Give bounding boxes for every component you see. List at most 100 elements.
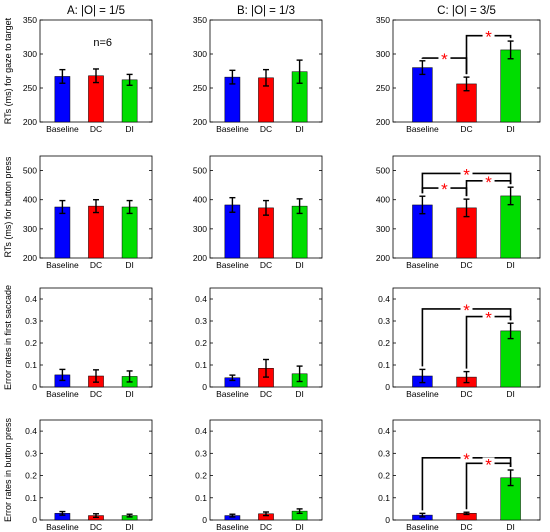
panel: 0 0.1 0.2 0.3 0.4 Baseline DC DI [25, 287, 153, 399]
x-tick-label: DI [506, 389, 515, 399]
x-tick-label: DI [295, 260, 304, 270]
x-tick-label: Baseline [406, 522, 439, 532]
x-tick-label: DI [506, 260, 515, 270]
x-tick-label: DI [125, 124, 134, 134]
y-tick-label: 0.2 [378, 338, 390, 348]
y-tick-label: 0 [32, 515, 37, 525]
x-tick-label: DI [125, 260, 134, 270]
panel: 200 300 400 500 Baseline DC DI * * * [376, 155, 541, 270]
y-tick-label: 0.2 [378, 471, 390, 481]
y-tick-label: 0.1 [195, 360, 207, 370]
y-tick-label: 200 [376, 253, 390, 263]
star-background [438, 182, 451, 195]
x-tick-label: DC [460, 260, 472, 270]
x-tick-label: Baseline [216, 522, 249, 532]
y-tick-label: 400 [193, 195, 207, 205]
bar [121, 79, 138, 123]
y-tick-label: 300 [193, 49, 207, 59]
significance-star: * [485, 28, 492, 47]
y-tick-label: 0.2 [195, 338, 207, 348]
panel: 0 0.1 0.2 0.3 0.4 Baseline DC DI * * [378, 287, 541, 399]
significance-star: * [485, 173, 492, 192]
x-tick-label: Baseline [216, 260, 249, 270]
y-tick-label: 400 [376, 195, 390, 205]
y-tick-label: 0.1 [25, 360, 37, 370]
n-label: n=6 [93, 37, 112, 49]
y-tick-label: 500 [376, 166, 390, 176]
x-tick-label: DC [90, 389, 102, 399]
star-background [482, 457, 495, 470]
y-tick-label: 250 [193, 83, 207, 93]
panel: 0 0.1 0.2 0.3 0.4 Baseline DC DI [25, 419, 153, 532]
x-tick-label: DC [460, 522, 472, 532]
y-tick-label: 350 [23, 15, 37, 25]
x-tick-label: Baseline [46, 522, 79, 532]
y-tick-label: 250 [376, 83, 390, 93]
y-tick-label: 200 [193, 117, 207, 127]
y-tick-label: 500 [23, 166, 37, 176]
x-tick-label: DI [295, 389, 304, 399]
x-tick-label: DC [260, 389, 272, 399]
x-tick-label: DI [125, 522, 134, 532]
panel: 200 250 300 350 Baseline DC DI [193, 15, 323, 134]
panel: 200 300 400 500 Baseline DC DI [193, 155, 323, 270]
x-tick-label: DC [90, 124, 102, 134]
star-background [438, 52, 451, 65]
x-tick-label: Baseline [216, 124, 249, 134]
x-tick-label: DI [295, 124, 304, 134]
x-tick-label: Baseline [406, 260, 439, 270]
bar [54, 206, 71, 259]
x-tick-label: DC [90, 522, 102, 532]
y-tick-label: 350 [376, 15, 390, 25]
y-axis-label: Error rates in first saccade [3, 285, 13, 390]
y-tick-label: 300 [193, 224, 207, 234]
column-title: C: |O| = 3/5 [437, 5, 496, 17]
x-tick-label: Baseline [46, 260, 79, 270]
y-tick-label: 300 [23, 224, 37, 234]
x-tick-label: DI [295, 522, 304, 532]
x-tick-label: DC [90, 260, 102, 270]
significance-star: * [463, 301, 470, 320]
y-tick-label: 0.2 [25, 471, 37, 481]
y-tick-label: 400 [23, 195, 37, 205]
x-tick-label: DC [260, 260, 272, 270]
x-tick-label: DC [460, 389, 472, 399]
column-title: A: |O| = 1/5 [67, 5, 125, 17]
y-tick-label: 0.2 [195, 471, 207, 481]
star-background [482, 29, 495, 42]
y-axis-label: RTs (ms) for gaze to target [3, 17, 13, 124]
x-tick-label: Baseline [216, 389, 249, 399]
y-tick-label: 0 [385, 382, 390, 392]
x-tick-label: DI [125, 389, 134, 399]
y-tick-label: 0.3 [25, 316, 37, 326]
y-tick-label: 0.3 [195, 448, 207, 458]
y-tick-label: 0 [32, 382, 37, 392]
y-tick-label: 500 [193, 166, 207, 176]
panel: 200 250 300 350 Baseline DC DI n=6 [23, 15, 153, 134]
y-tick-label: 300 [23, 49, 37, 59]
bar [500, 49, 521, 123]
axes-box [209, 419, 323, 521]
y-tick-label: 0.1 [195, 493, 207, 503]
y-tick-label: 0.3 [25, 448, 37, 458]
y-tick-label: 200 [23, 117, 37, 127]
x-tick-label: DI [506, 124, 515, 134]
y-tick-label: 0 [202, 382, 207, 392]
star-background [482, 310, 495, 323]
y-tick-label: 300 [376, 49, 390, 59]
axes-box [39, 419, 153, 521]
y-tick-label: 250 [23, 83, 37, 93]
y-tick-label: 0.2 [25, 338, 37, 348]
bar [88, 205, 104, 259]
y-tick-label: 300 [376, 224, 390, 234]
significance-star: * [463, 165, 470, 184]
y-tick-label: 0 [385, 515, 390, 525]
significance-star: * [463, 450, 470, 469]
significance-star: * [441, 50, 448, 69]
y-tick-label: 0.4 [378, 294, 390, 304]
y-tick-label: 0.4 [378, 426, 390, 436]
y-tick-label: 0.3 [378, 316, 390, 326]
panel: 0 0.1 0.2 0.3 0.4 Baseline DC DI * * [378, 419, 541, 532]
y-tick-label: 350 [193, 15, 207, 25]
